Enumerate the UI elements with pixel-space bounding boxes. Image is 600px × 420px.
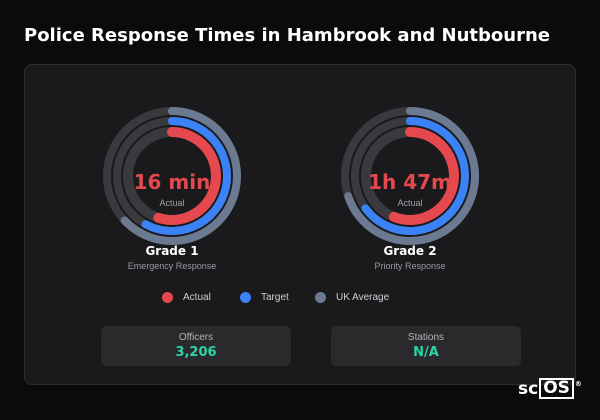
grade-2-actual-arc — [388, 127, 459, 225]
stations-stat-card: Stations N/A — [331, 326, 521, 366]
grade-2-target-arc — [361, 117, 469, 235]
legend-item-target: Target — [240, 292, 289, 303]
grade-2-description: Priority Response — [374, 261, 446, 271]
logo-prefix: sc — [518, 378, 539, 399]
uk-average-swatch-icon — [315, 292, 326, 303]
grade-1-gauge-rings — [103, 107, 241, 245]
legend-label-actual: Actual — [183, 292, 211, 303]
logo-boxed-text: OS — [539, 378, 574, 399]
legend-label-uk-average: UK Average — [336, 292, 390, 303]
grade-1-title: Grade 1 — [145, 244, 199, 258]
grade-1-target-arc — [141, 117, 231, 235]
legend-item-uk-average: UK Average — [315, 292, 389, 303]
legend-label-target: Target — [261, 292, 289, 303]
stations-stat-value: N/A — [413, 345, 439, 360]
grade-1-description: Emergency Response — [127, 261, 217, 271]
officers-stat-card: Officers 3,206 — [101, 326, 291, 366]
page-title: Police Response Times in Hambrook and Nu… — [24, 25, 550, 46]
grade-1-actual-caption: Actual — [159, 198, 185, 208]
actual-swatch-icon — [162, 292, 173, 303]
grade-2-actual-caption: Actual — [397, 198, 423, 208]
grade-1-uk-average-arc — [120, 107, 241, 245]
grade-2-actual-value: 1h 47m — [368, 170, 452, 194]
officers-stat-value: 3,206 — [175, 345, 217, 360]
grade-2-uk-average-arc — [344, 107, 479, 245]
grade-2-gauge: 1h 47m Actual — [310, 88, 510, 288]
legend: Actual Target UK Average — [0, 292, 600, 306]
grade-1-gauge: 16 min Actual — [72, 88, 272, 288]
legend-item-actual: Actual — [162, 292, 211, 303]
scos-logo: sc OS ® — [518, 378, 582, 399]
grade-2-gauge-rings — [341, 107, 479, 245]
grade-1-actual-arc — [153, 127, 221, 225]
grade-2-title: Grade 2 — [383, 244, 437, 258]
target-swatch-icon — [240, 292, 251, 303]
stations-stat-label: Stations — [407, 332, 445, 343]
logo-registered-mark: ® — [574, 379, 582, 388]
grade-1-actual-value: 16 min — [133, 170, 211, 194]
officers-stat-label: Officers — [178, 332, 214, 343]
